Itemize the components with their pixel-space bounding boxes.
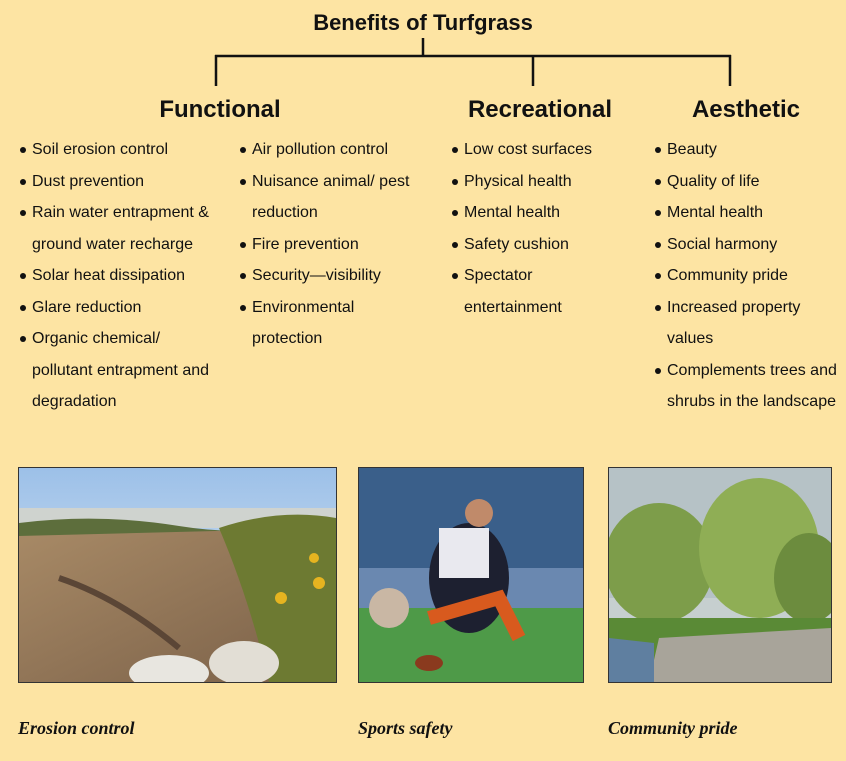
bullet-item: Low cost surfaces [450,134,625,166]
group-heading: Functional [150,96,290,124]
bullet-item: Complements trees and shrubs in the land… [653,355,838,418]
photo-caption: Erosion control [18,718,135,739]
bullet-item: Air pollution control [238,134,423,166]
bullet-item: Solar heat dissipation [18,260,218,292]
group-heading: Aesthetic [676,96,816,124]
bullet-item: Safety cushion [450,229,625,261]
bullet-item: Fire prevention [238,229,423,261]
group-heading: Recreational [452,96,628,124]
bullet-item: Environmental protection [238,292,423,355]
bullet-item: Dust prevention [18,166,218,198]
page: Benefits of Turfgrass FunctionalSoil ero… [0,0,846,761]
photo-sports [358,467,584,683]
photo-caption: Community pride [608,718,738,739]
bullet-item: Quality of life [653,166,838,198]
bullet-item: Organic chemical/ pollutant entrapment a… [18,323,218,418]
photo-erosion [18,467,337,683]
bullet-item: Rain water entrapment & ground water rec… [18,197,218,260]
bullet-item: Mental health [653,197,838,229]
bullet-item: Beauty [653,134,838,166]
tree-lines [0,0,846,100]
bullet-item: Social harmony [653,229,838,261]
bullet-item: Physical health [450,166,625,198]
photo-caption: Sports safety [358,718,453,739]
bullet-item: Community pride [653,260,838,292]
bullet-item: Increased property values [653,292,838,355]
bullet-item: Soil erosion control [18,134,218,166]
bullet-item: Security—visibility [238,260,423,292]
photo-community [608,467,832,683]
bullet-item: Glare reduction [18,292,218,324]
bullet-item: Nuisance animal/ pest reduction [238,166,423,229]
bullet-item: Mental health [450,197,625,229]
bullet-item: Spectator entertainment [450,260,625,323]
